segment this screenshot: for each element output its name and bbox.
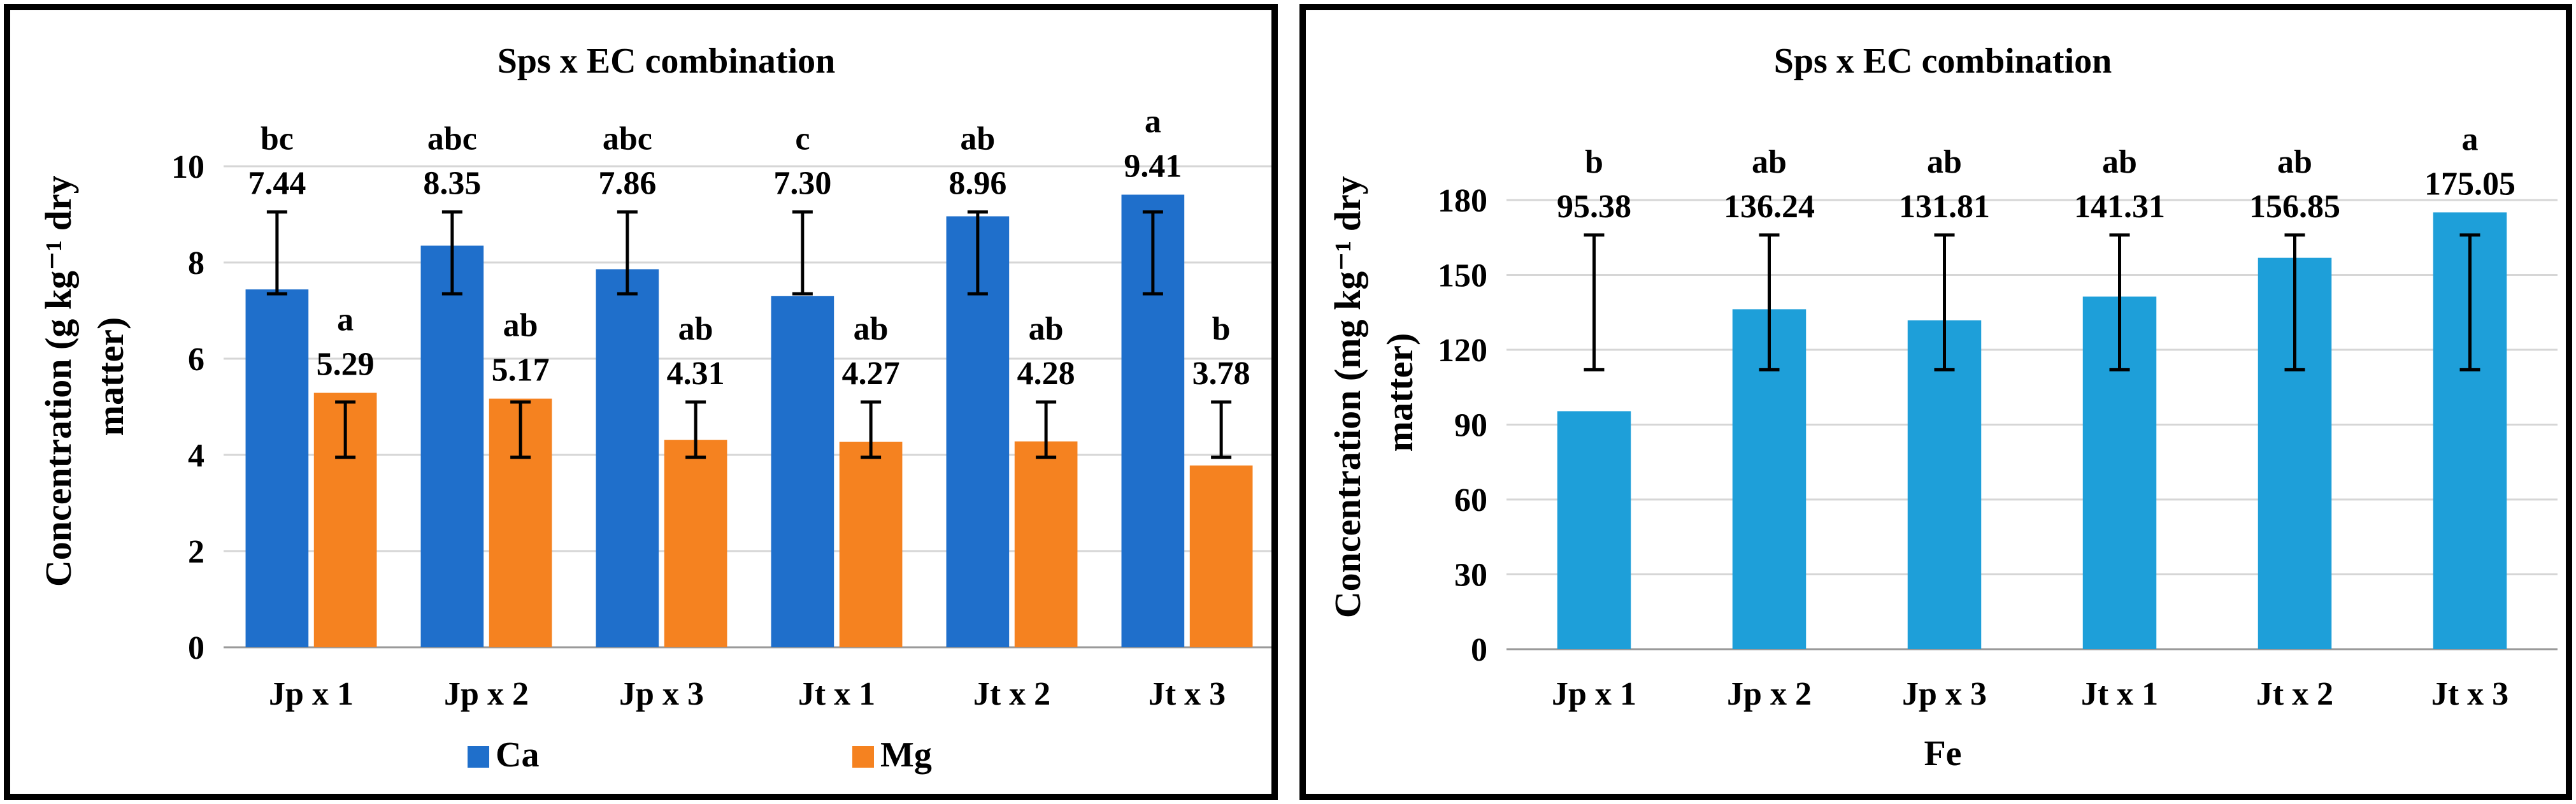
category-label-jt-x-1: Jt x 1 — [798, 676, 875, 712]
bar-fe-jp-x-1 — [1557, 411, 1631, 649]
category-label-jt-x-3: Jt x 3 — [1148, 676, 1226, 712]
category-label-jp-x-3: Jp x 3 — [1902, 676, 1987, 712]
data-label-ca: 8.35 — [423, 166, 481, 202]
x-axis-label: Fe — [1924, 734, 1961, 773]
category-label-jt-x-2: Jt x 2 — [2256, 676, 2333, 712]
category-label-jp-x-1: Jp x 1 — [1552, 676, 1636, 712]
y-tick-label: 2 — [188, 534, 204, 570]
data-label-fe: 136.24 — [1724, 189, 1815, 225]
significance-letter-mg: a — [337, 302, 354, 338]
data-label-mg: 4.31 — [667, 355, 725, 392]
significance-letter-ca: abc — [427, 121, 477, 157]
y-tick-label: 4 — [188, 438, 204, 474]
significance-letter-mg: ab — [678, 311, 713, 347]
y-axis-label-line2: matter) — [90, 317, 131, 436]
bar-mg-jt-x-3 — [1189, 465, 1253, 647]
significance-letter-fe: ab — [1752, 144, 1787, 180]
y-tick-label: 30 — [1454, 557, 1487, 594]
y-tick-label: 90 — [1454, 408, 1487, 444]
data-label-mg: 3.78 — [1192, 355, 1250, 392]
chart-title: Sps x EC combination — [497, 41, 836, 81]
significance-letter-fe: ab — [1927, 144, 1962, 180]
significance-letter-mg: b — [1212, 311, 1231, 347]
y-tick-label: 180 — [1438, 183, 1487, 219]
data-label-mg: 4.28 — [1017, 355, 1075, 392]
left-chart-panel: Sps x EC combination 0 2 4 6 8 10 Concentrati… — [4, 4, 1278, 800]
right-chart-panel: Sps x EC combination 0 30 60 90 120 150 180 Co… — [1299, 4, 2572, 800]
data-label-mg: 5.17 — [492, 352, 550, 389]
data-label-fe: 156.85 — [2249, 189, 2340, 225]
significance-letter-mg: ab — [854, 311, 889, 347]
legend-label-ca: Ca — [496, 735, 539, 775]
category-label-jp-x-2: Jp x 2 — [1727, 676, 1812, 712]
y-tick-label: 8 — [188, 245, 204, 282]
significance-letter-ca: c — [795, 121, 810, 157]
y-axis-label-line2: matter) — [1379, 333, 1420, 452]
y-tick-label: 60 — [1454, 482, 1487, 519]
bar-mg-jt-x-1 — [839, 441, 903, 647]
data-label-ca: 8.96 — [948, 166, 1006, 202]
data-label-ca: 7.30 — [773, 166, 831, 202]
significance-letter-mg: ab — [503, 308, 538, 344]
bar-ca-jt-x-1 — [771, 296, 834, 648]
data-label-ca: 7.86 — [598, 166, 656, 202]
data-label-ca: 7.44 — [248, 166, 306, 202]
y-tick-label: 150 — [1438, 258, 1487, 294]
significance-letter-ca: ab — [960, 121, 995, 157]
category-label-jt-x-2: Jt x 2 — [973, 676, 1050, 712]
significance-letter-fe: ab — [2102, 144, 2137, 180]
data-label-fe: 175.05 — [2424, 166, 2515, 202]
data-label-mg: 4.27 — [842, 355, 900, 392]
bar-ca-jp-x-2 — [420, 245, 484, 647]
y-tick-label: 0 — [1471, 632, 1487, 668]
data-label-fe: 131.81 — [1899, 189, 1990, 225]
y-tick-label: 6 — [188, 341, 204, 378]
significance-letter-fe: ab — [2277, 144, 2312, 180]
ca-mg-chart: Sps x EC combination 0 2 4 6 8 10 Concentrati… — [38, 41, 1271, 775]
significance-letter-fe: a — [2462, 121, 2479, 157]
significance-letter-mg: ab — [1029, 311, 1064, 347]
category-label-jp-x-3: Jp x 3 — [619, 676, 704, 712]
bar-fe-jp-x-3 — [1907, 320, 1982, 650]
significance-letter-ca: abc — [603, 121, 652, 157]
data-label-fe: 95.38 — [1557, 189, 1631, 225]
legend-swatch-ca — [468, 746, 489, 768]
y-axis-label: Concentration (g kg⁻¹ dry matter) — [38, 166, 131, 587]
y-tick-label: 120 — [1438, 333, 1487, 369]
fe-chart: Sps x EC combination 0 30 60 90 120 150 180 Co… — [1327, 41, 2558, 773]
legend: Ca Mg — [468, 735, 932, 775]
category-label-jp-x-2: Jp x 2 — [444, 676, 529, 712]
category-label-jt-x-1: Jt x 1 — [2081, 676, 2158, 712]
data-label-ca: 9.41 — [1124, 148, 1182, 185]
significance-letter-ca: bc — [261, 121, 294, 157]
y-axis-label-line1: Concentration (mg kg⁻¹ dry — [1327, 176, 1368, 618]
significance-letter-fe: b — [1585, 144, 1603, 180]
y-tick-label: 10 — [171, 149, 204, 185]
category-label-jt-x-3: Jt x 3 — [2431, 676, 2508, 712]
significance-letter-ca: a — [1145, 104, 1161, 140]
y-axis-label: Concentration (mg kg⁻¹ dry matter) — [1327, 167, 1420, 619]
legend-swatch-mg — [852, 746, 874, 768]
data-label-mg: 5.29 — [317, 347, 375, 383]
data-label-fe: 141.31 — [2074, 189, 2165, 225]
bar-ca-jp-x-1 — [245, 289, 309, 647]
bar-ca-jp-x-3 — [596, 269, 659, 647]
bar-mg-jt-x-2 — [1014, 441, 1078, 647]
bar-mg-jp-x-3 — [664, 440, 727, 647]
legend-label-mg: Mg — [880, 735, 932, 775]
y-axis-label-line1: Concentration (g kg⁻¹ dry — [38, 175, 79, 587]
y-tick-label: 0 — [188, 630, 204, 666]
category-label-jp-x-1: Jp x 1 — [269, 676, 354, 712]
chart-title: Sps x EC combination — [1774, 41, 2112, 81]
